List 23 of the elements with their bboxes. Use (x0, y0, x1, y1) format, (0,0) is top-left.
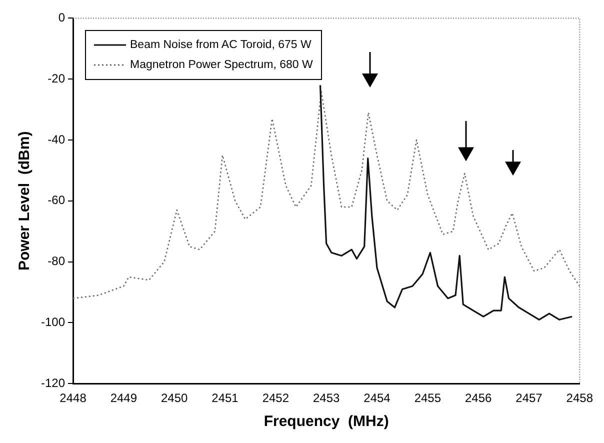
x-tick-label: 2448 (60, 391, 87, 406)
x-tick-label: 2457 (516, 391, 543, 406)
x-tick-label: 2453 (312, 391, 340, 406)
x-tick-label: 2452 (262, 391, 290, 406)
line-series (73, 90, 580, 299)
legend-label: Beam Noise from AC Toroid, 675 W (130, 38, 312, 54)
x-tick-label: 2454 (364, 391, 391, 406)
x-tick-label: 2449 (110, 391, 138, 406)
x-tick-label: 2458 (566, 391, 594, 406)
x-tick-label: 2455 (414, 391, 442, 406)
y-tick-label: -100 (40, 315, 66, 330)
legend-label: Magnetron Power Spectrum, 680 W (130, 58, 313, 74)
y-axis-title: Power Level (dBm) (16, 131, 34, 270)
x-tick-label: 2456 (464, 391, 492, 406)
y-tick-label: 0 (58, 10, 66, 25)
y-tick-label: -120 (40, 376, 66, 390)
y-tick-label: -80 (48, 254, 66, 268)
x-tick-label: 2450 (160, 391, 188, 406)
y-tick-label: -60 (48, 193, 66, 208)
x-axis-title: Frequency (MHz) (264, 413, 389, 430)
y-tick-label: -40 (48, 132, 66, 146)
x-tick-label: 2451 (212, 391, 239, 406)
y-tick-label: -20 (48, 71, 66, 86)
